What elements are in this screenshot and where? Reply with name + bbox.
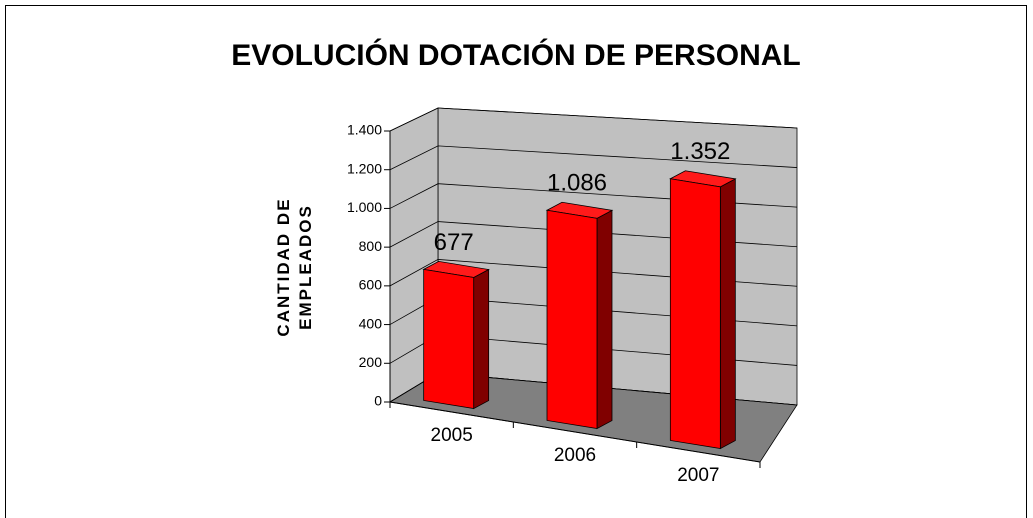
bar — [669, 178, 721, 450]
y-tick-label: 0 — [374, 393, 382, 409]
y-tick-label: 1.200 — [347, 160, 382, 176]
bar — [546, 209, 598, 430]
y-tick-label: 400 — [359, 315, 383, 331]
y-tick-label: 600 — [359, 277, 383, 293]
x-axis — [389, 401, 761, 463]
value-label: 1.352 — [670, 138, 730, 165]
y-tick-label: 200 — [359, 354, 383, 370]
value-label: 1.086 — [547, 170, 607, 197]
bar — [423, 268, 475, 410]
bar-side — [473, 268, 490, 410]
x-tick-label: 2007 — [677, 465, 719, 486]
x-tick-label: 2005 — [431, 425, 473, 446]
y-tick-label: 800 — [359, 238, 383, 254]
bar-side — [719, 178, 736, 450]
bar-side — [596, 209, 613, 430]
x-tick-label: 2006 — [554, 445, 596, 466]
grid-line — [389, 107, 798, 132]
grid-line — [389, 145, 798, 171]
y-tick-label: 1.400 — [347, 122, 382, 138]
y-axis-label: CANTIDAD DE EMPLEADOS — [274, 197, 315, 337]
chart-title: EVOLUCIÓN DOTACIÓN DE PERSONAL — [231, 38, 800, 72]
y-tick-label: 1.000 — [347, 199, 382, 215]
value-label: 677 — [434, 229, 474, 256]
back-wall — [437, 107, 798, 406]
